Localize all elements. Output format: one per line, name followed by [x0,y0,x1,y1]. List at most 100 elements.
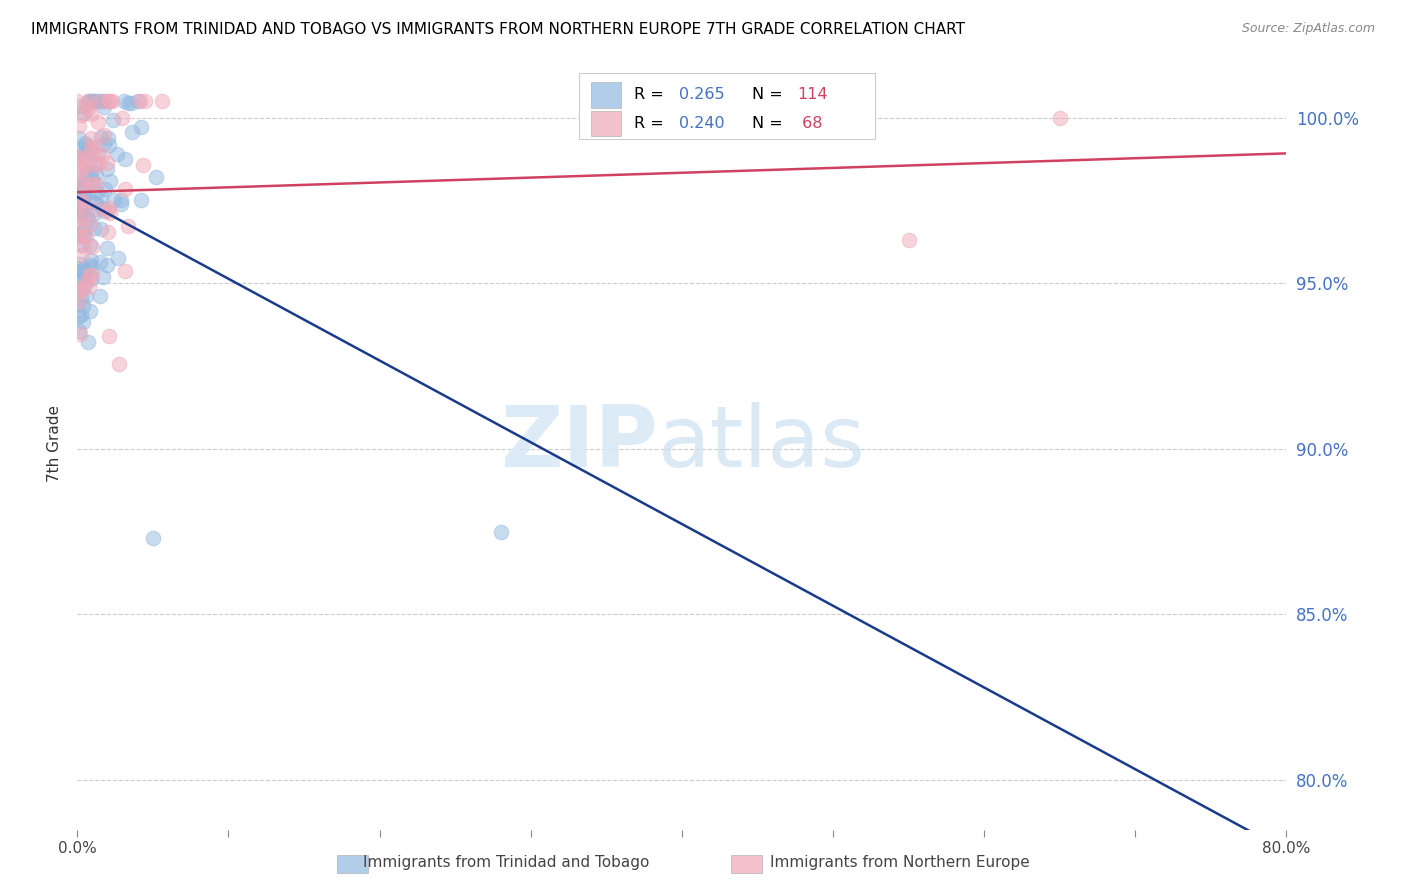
Point [80,131,103,145]
Point [101,94,124,108]
Point [129,94,152,108]
Point [93,137,115,152]
Text: IMMIGRANTS FROM TRINIDAD AND TOBAGO VS IMMIGRANTS FROM NORTHERN EUROPE 7TH GRADE: IMMIGRANTS FROM TRINIDAD AND TOBAGO VS I… [31,22,965,37]
Text: 114: 114 [797,87,827,102]
Point [897,233,920,247]
Point [67,324,90,338]
Point [80,107,103,121]
Point [79,259,101,273]
Point [76,211,98,226]
Point [77,94,100,108]
Point [103,193,125,207]
Point [66,94,89,108]
Point [73,279,96,293]
Point [70,228,93,243]
Text: ZIP: ZIP [501,402,658,485]
Point [79,94,101,108]
Point [67,119,90,133]
Point [72,239,94,253]
Point [70,238,93,252]
Point [70,161,93,176]
Point [91,148,114,162]
Point [142,531,165,545]
Point [67,190,90,204]
Point [80,141,103,155]
Point [89,94,111,108]
Point [69,141,91,155]
Point [70,203,93,218]
Point [67,260,90,275]
Point [69,209,91,223]
Point [82,94,104,108]
Point [73,212,96,227]
Point [67,162,90,177]
Point [134,94,156,108]
Point [91,270,114,285]
Point [70,284,93,298]
Point [112,94,135,108]
Point [98,205,121,219]
Point [86,185,108,199]
Point [90,222,112,236]
Point [96,204,118,219]
Point [69,248,91,262]
Point [75,98,97,112]
Point [110,194,132,208]
Point [73,149,96,163]
Point [83,94,105,108]
Point [72,188,94,202]
Point [97,130,120,145]
Point [73,261,96,276]
Point [69,291,91,305]
Point [129,193,152,207]
Text: Immigrants from Trinidad and Tobago: Immigrants from Trinidad and Tobago [363,855,650,870]
Point [70,195,93,210]
FancyBboxPatch shape [579,73,876,139]
Point [96,161,118,176]
Point [93,100,115,114]
Point [67,283,90,297]
Point [145,170,167,185]
Point [73,229,96,244]
Point [73,106,96,120]
FancyBboxPatch shape [592,111,621,136]
Point [89,255,111,269]
Point [66,209,89,223]
Point [73,267,96,281]
Bar [337,855,368,873]
Point [72,315,94,329]
Point [80,253,103,268]
Point [82,145,104,159]
Point [69,198,91,212]
Point [93,203,115,218]
Point [67,309,90,323]
Point [98,201,121,215]
Point [66,219,89,233]
Point [69,257,91,271]
Point [84,196,107,211]
Point [80,171,103,186]
Text: R =: R = [634,116,668,131]
Point [77,334,100,349]
Point [72,176,94,190]
Point [67,268,90,283]
Point [67,184,90,198]
Point [84,202,107,216]
Text: 0.240: 0.240 [679,116,725,131]
Point [117,219,139,233]
Point [69,327,91,342]
Point [114,182,136,196]
Point [91,201,114,215]
Point [94,182,117,196]
Point [75,138,97,153]
Point [67,131,90,145]
Point [89,289,111,303]
Point [84,138,107,153]
Point [93,94,115,108]
Point [67,190,90,204]
Point [96,241,118,255]
Point [79,268,101,283]
Point [121,125,143,139]
Point [69,197,91,211]
Point [96,258,118,272]
